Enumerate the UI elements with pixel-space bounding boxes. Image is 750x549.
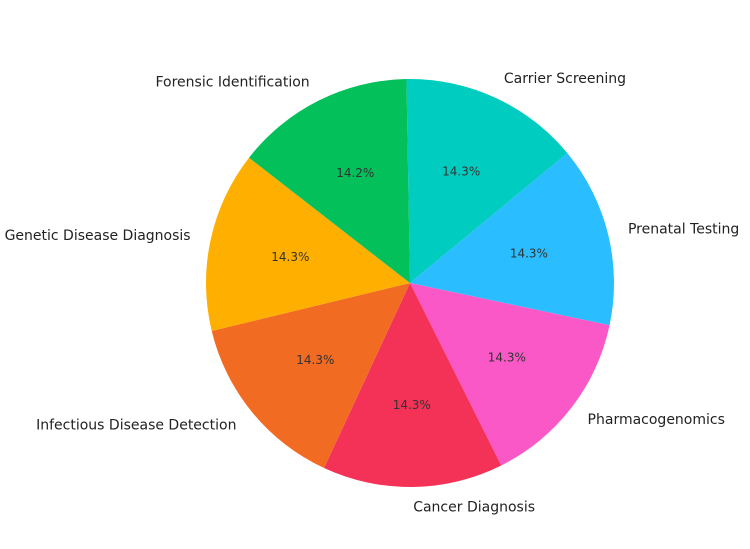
slice-percent-label-infectious-disease-detection: 14.3% — [296, 353, 334, 367]
slice-percent-label-forensic-identification: 14.2% — [336, 166, 374, 180]
pie-slice-prenatal-testing — [410, 153, 614, 326]
pie-slice-forensic-identification — [248, 79, 410, 283]
pie-slice-carrier-screening — [406, 79, 568, 283]
slice-percent-label-cancer-diagnosis: 14.3% — [393, 398, 431, 412]
slice-percent-label-carrier-screening: 14.3% — [442, 164, 480, 178]
slice-percent-label-pharmacogenomics: 14.3% — [488, 350, 526, 364]
slice-category-label-pharmacogenomics: Pharmacogenomics — [588, 412, 725, 428]
slice-percent-label-genetic-disease-diagnosis: 14.3% — [271, 250, 309, 264]
slice-category-label-carrier-screening: Carrier Screening — [504, 71, 626, 87]
pie-slice-cancer-diagnosis — [324, 283, 502, 487]
slice-category-label-genetic-disease-diagnosis: Genetic Disease Diagnosis — [5, 228, 191, 244]
slice-category-label-cancer-diagnosis: Cancer Diagnosis — [413, 499, 535, 515]
pie-slice-pharmacogenomics — [410, 283, 610, 466]
pie-slice-genetic-disease-diagnosis — [206, 157, 410, 331]
pie-slice-infectious-disease-detection — [211, 283, 410, 469]
slice-percent-label-prenatal-testing: 14.3% — [510, 246, 548, 260]
slice-category-label-prenatal-testing: Prenatal Testing — [628, 222, 739, 238]
slice-category-label-forensic-identification: Forensic Identification — [155, 74, 309, 90]
slice-category-label-infectious-disease-detection: Infectious Disease Detection — [36, 417, 236, 433]
